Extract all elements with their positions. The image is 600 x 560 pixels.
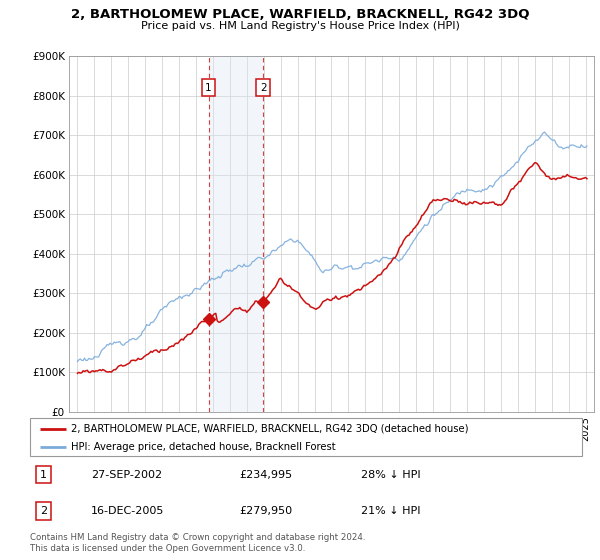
Text: 21% ↓ HPI: 21% ↓ HPI [361,506,421,516]
Text: 2, BARTHOLOMEW PLACE, WARFIELD, BRACKNELL, RG42 3DQ (detached house): 2, BARTHOLOMEW PLACE, WARFIELD, BRACKNEL… [71,424,469,434]
Text: Contains HM Land Registry data © Crown copyright and database right 2024.
This d: Contains HM Land Registry data © Crown c… [30,533,365,553]
Text: 1: 1 [40,470,47,479]
Text: £279,950: £279,950 [240,506,293,516]
Bar [209,56,263,412]
Text: 2: 2 [260,83,266,92]
Text: HPI: Average price, detached house, Bracknell Forest: HPI: Average price, detached house, Brac… [71,442,336,452]
Text: 2, BARTHOLOMEW PLACE, WARFIELD, BRACKNELL, RG42 3DQ: 2, BARTHOLOMEW PLACE, WARFIELD, BRACKNEL… [71,8,529,21]
FancyBboxPatch shape [30,418,582,456]
Text: 28% ↓ HPI: 28% ↓ HPI [361,470,421,479]
Text: 2: 2 [40,506,47,516]
Text: 16-DEC-2005: 16-DEC-2005 [91,506,164,516]
Text: £234,995: £234,995 [240,470,293,479]
Text: Price paid vs. HM Land Registry's House Price Index (HPI): Price paid vs. HM Land Registry's House … [140,21,460,31]
Text: 27-SEP-2002: 27-SEP-2002 [91,470,162,479]
Text: 1: 1 [205,83,212,92]
